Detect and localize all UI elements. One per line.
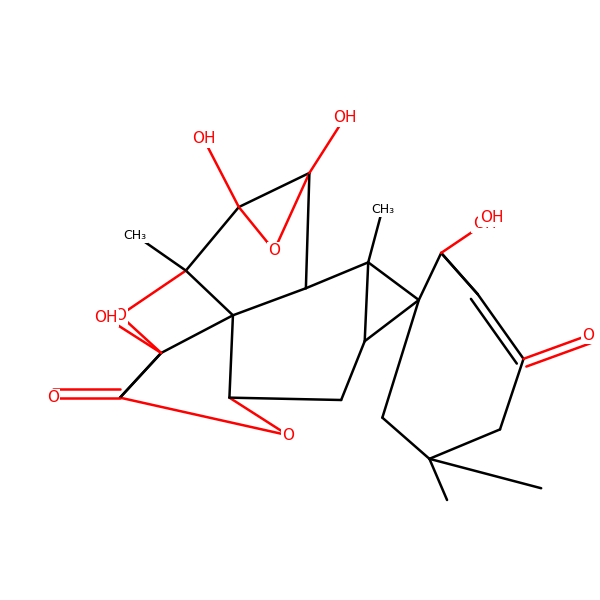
Text: OH: OH xyxy=(192,131,215,146)
Text: O: O xyxy=(582,328,594,343)
Text: OH: OH xyxy=(94,310,118,325)
Text: O: O xyxy=(114,308,126,323)
Text: O: O xyxy=(47,390,59,405)
Text: CH₃: CH₃ xyxy=(124,229,147,242)
Text: CH₃: CH₃ xyxy=(371,203,394,216)
Text: OH: OH xyxy=(333,110,356,125)
Text: OH: OH xyxy=(473,216,496,231)
Text: O: O xyxy=(268,243,280,258)
Text: O: O xyxy=(282,428,294,443)
Text: OH: OH xyxy=(480,210,503,225)
